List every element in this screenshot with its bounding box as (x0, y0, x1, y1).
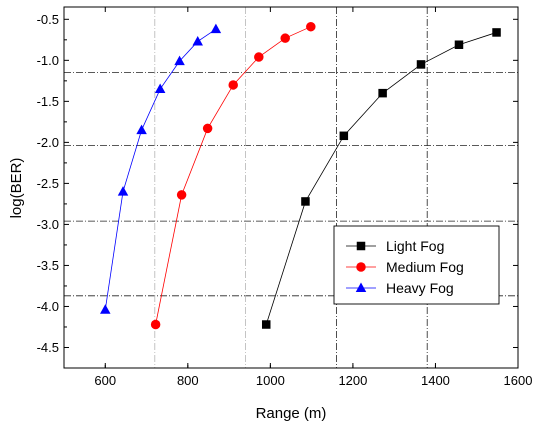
data-point-square (378, 88, 387, 98)
data-point-square (356, 241, 366, 251)
legend: Light Fog Medium Fog Heavy Fog (333, 225, 500, 305)
data-point-triangle (355, 282, 367, 292)
x-tick-label: 1200 (338, 373, 367, 388)
data-point-triangle (174, 55, 185, 66)
x-tick-label: 800 (177, 373, 199, 388)
data-point-triangle (154, 83, 166, 94)
data-point-square (492, 28, 501, 37)
legend-label: Heavy Fog (386, 280, 454, 296)
series-heavy-fog (100, 23, 222, 314)
data-point-square (454, 40, 464, 49)
data-point-triangle (117, 186, 129, 196)
y-tick-label: -2.0 (37, 135, 59, 150)
data-point-square (261, 320, 271, 329)
data-point-circle (356, 262, 366, 272)
data-point-circle (306, 21, 316, 32)
series-line (104, 28, 217, 310)
series-medium-fog (150, 21, 316, 330)
y-tick-label: -2.5 (37, 176, 59, 191)
y-tick-label: -4.0 (37, 299, 59, 314)
data-point-circle (280, 33, 290, 43)
data-point-circle (150, 319, 161, 330)
legend-label: Medium Fog (386, 259, 464, 275)
axis-ticks: 600 800 1000 1200 1400 1600 -4.5 -4.0 -3.5 -3.0 -2… (37, 7, 533, 388)
x-tick-label: 1400 (421, 373, 450, 388)
data-point-square (416, 60, 426, 69)
y-tick-label: -3.5 (37, 258, 59, 273)
y-tick-label: -4.5 (37, 340, 59, 355)
data-point-triangle (136, 124, 147, 135)
data-point-circle (202, 123, 213, 134)
data-point-circle (254, 52, 264, 62)
data-point-triangle (100, 304, 111, 314)
reference-lines (64, 7, 518, 368)
y-tick-label: -1.5 (37, 94, 59, 109)
data-point-circle (228, 80, 238, 90)
series-light-fog (261, 28, 501, 329)
x-tick-label: 1600 (504, 373, 533, 388)
x-axis-title: Range (m) (256, 405, 327, 422)
legend-label: Light Fog (386, 238, 444, 254)
y-tick-label: -0.5 (37, 12, 59, 27)
data-point-triangle (210, 23, 222, 34)
data-point-square (339, 131, 349, 141)
y-tick-label: -1.0 (37, 53, 59, 68)
data-point-triangle (192, 35, 203, 46)
data-point-square (301, 197, 310, 206)
data-point-circle (176, 190, 187, 200)
x-tick-label: 600 (94, 373, 116, 388)
series-group (100, 21, 501, 330)
plot-frame (63, 6, 519, 369)
y-axis-title: log(BER) (8, 158, 25, 219)
x-tick-label: 1000 (256, 373, 285, 388)
series-line (155, 26, 311, 325)
y-tick-label: -3.0 (37, 217, 59, 232)
